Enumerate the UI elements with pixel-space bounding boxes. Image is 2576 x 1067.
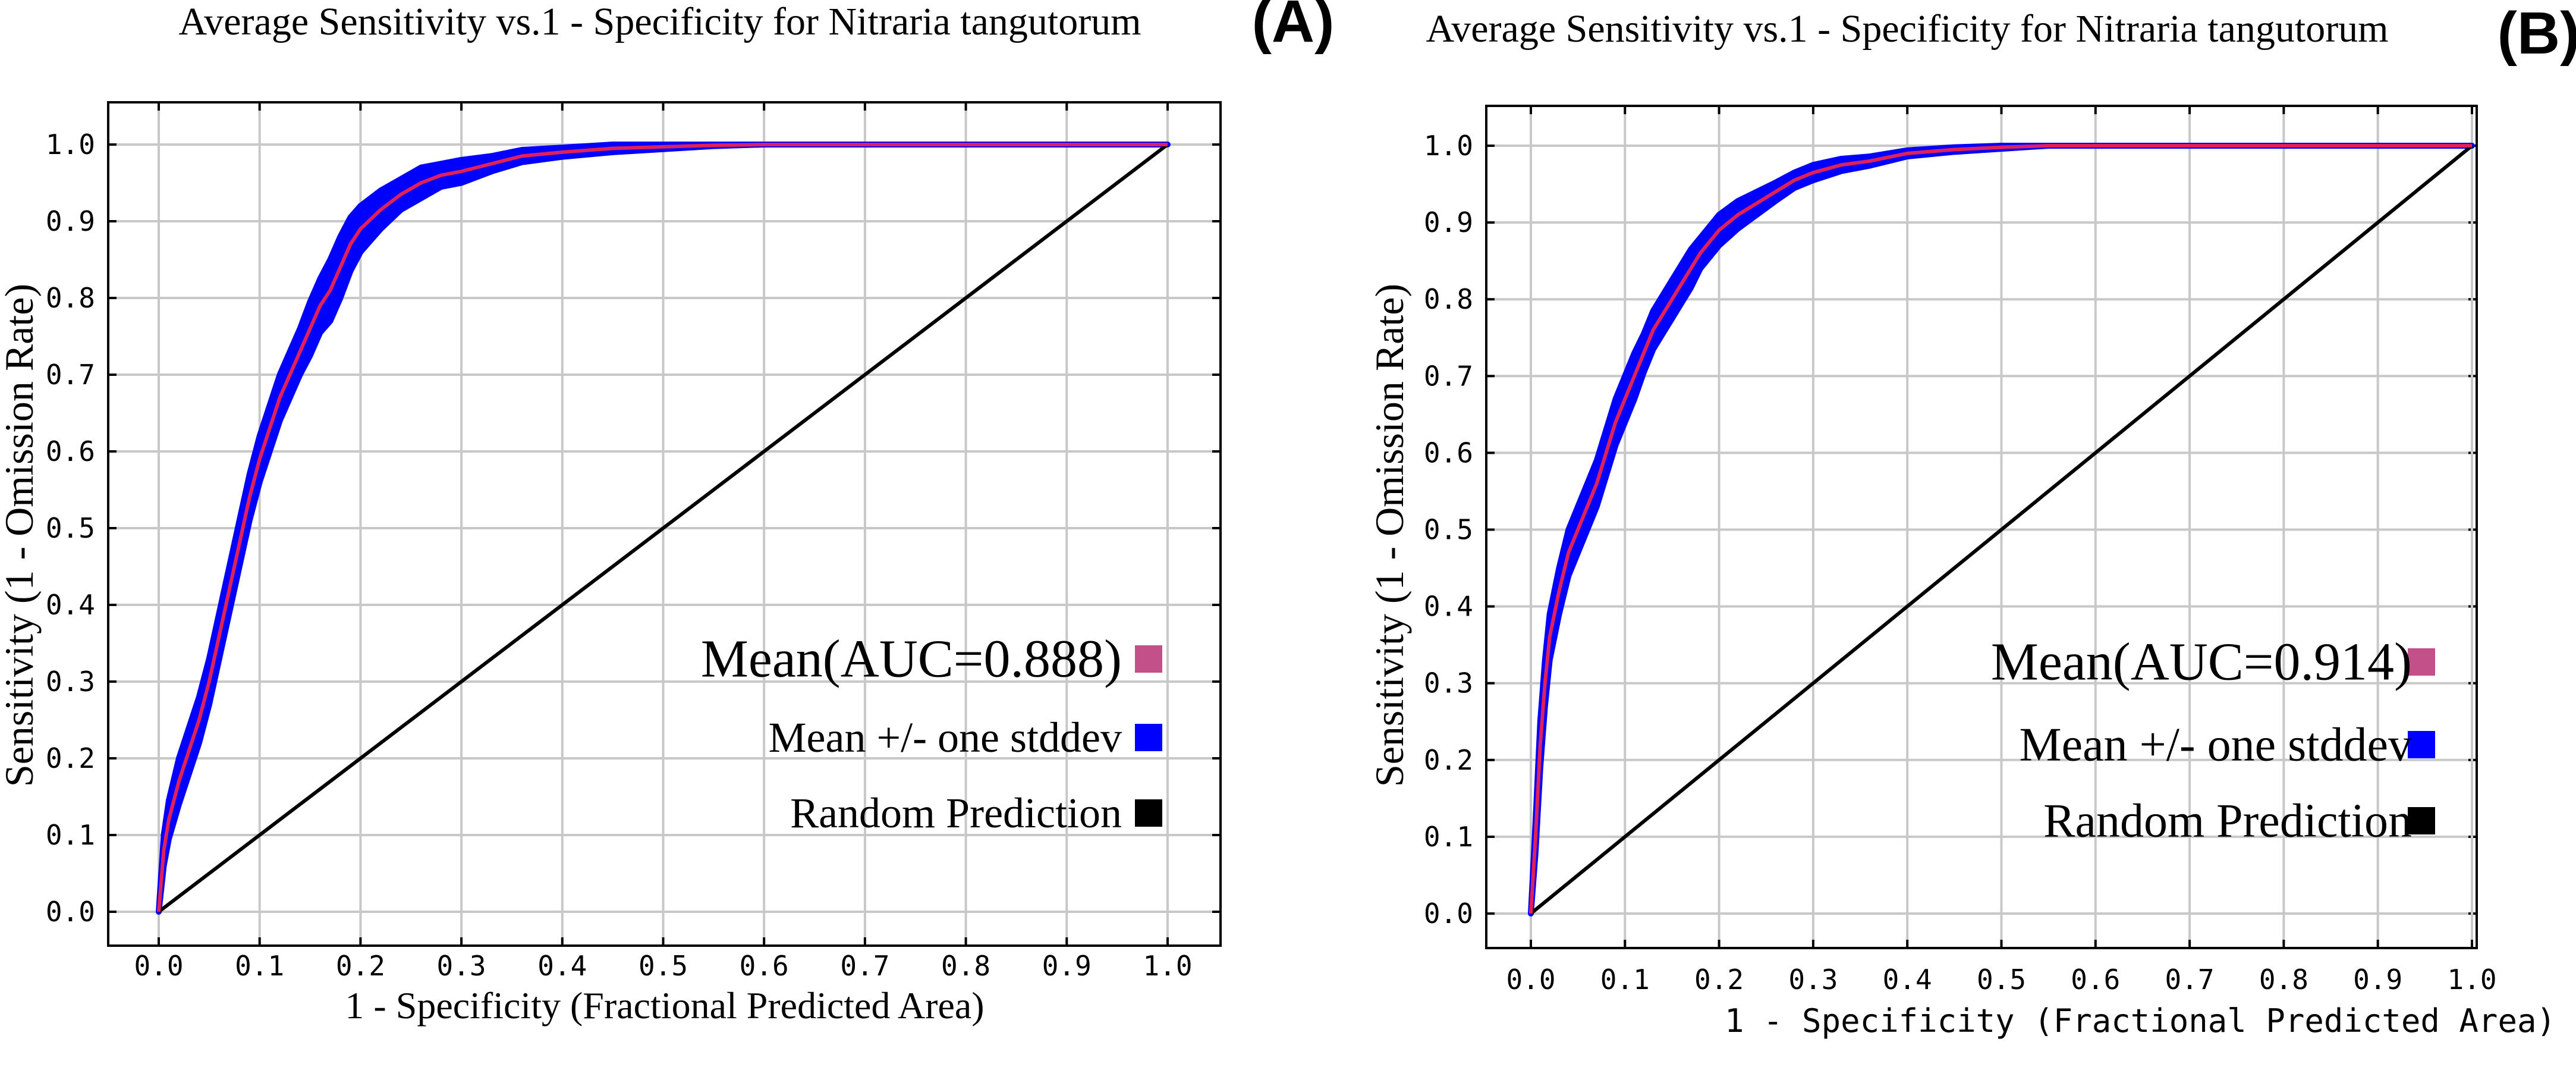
x-tick-label: 1.0 bbox=[2447, 964, 2496, 996]
y-tick-label: 0.7 bbox=[1424, 360, 1473, 392]
x-tick-label: 0.6 bbox=[740, 950, 789, 982]
x-tick-label: 0.7 bbox=[840, 950, 889, 982]
panel-label: (A) bbox=[1252, 0, 1335, 55]
chart-title: Average Sensitivity vs.1 - Specificity f… bbox=[178, 0, 1141, 43]
legend-swatch bbox=[1135, 645, 1162, 673]
x-tick-label: 0.8 bbox=[2259, 964, 2308, 996]
x-tick-label: 0.5 bbox=[1977, 964, 2026, 996]
y-tick-label: 0.7 bbox=[46, 359, 95, 391]
x-tick-label: 0.5 bbox=[639, 950, 688, 982]
y-tick-label: 0.6 bbox=[1424, 437, 1473, 469]
y-tick-label: 0.9 bbox=[1424, 206, 1473, 238]
x-tick-label: 0.2 bbox=[336, 950, 385, 982]
legend-label: Mean +/- one stddev bbox=[2019, 718, 2412, 771]
y-tick-label: 0.0 bbox=[1424, 897, 1473, 930]
x-tick-label: 0.1 bbox=[1600, 964, 1650, 996]
x-axis-label: 1 - Specificity (Fractional Predicted Ar… bbox=[345, 984, 984, 1027]
legend-label: Random Prediction bbox=[790, 789, 1122, 837]
plot-frame bbox=[1485, 105, 2478, 949]
y-tick-label: 0.6 bbox=[46, 435, 95, 467]
x-tick-label: 0.4 bbox=[537, 950, 587, 982]
y-tick-label: 0.2 bbox=[46, 742, 95, 774]
y-tick-label: 0.8 bbox=[1424, 283, 1473, 315]
y-axis-label: Sensitivity (1 - Omission Rate) bbox=[0, 284, 42, 787]
x-tick-label: 0.4 bbox=[1883, 964, 1932, 996]
y-tick-label: 1.0 bbox=[1424, 130, 1473, 162]
legend-swatch bbox=[2408, 648, 2435, 676]
x-axis-label: 1 - Specificity (Fractional Predicted Ar… bbox=[1725, 1002, 2556, 1040]
legend-label: Mean(AUC=0.914) bbox=[1991, 633, 2412, 692]
y-tick-label: 0.4 bbox=[1424, 591, 1473, 623]
legend-swatch bbox=[2408, 731, 2435, 758]
legend-label: Random Prediction bbox=[2043, 795, 2412, 847]
legend-label: Mean +/- one stddev bbox=[769, 714, 1122, 761]
legend-swatch bbox=[2408, 807, 2435, 834]
panel-label: (B) bbox=[2498, 0, 2576, 67]
x-tick-label: 0.1 bbox=[235, 950, 284, 982]
x-tick-label: 0.9 bbox=[1042, 950, 1092, 982]
y-tick-label: 0.3 bbox=[46, 666, 95, 698]
legend-swatch bbox=[1135, 799, 1162, 827]
x-tick-label: 0.8 bbox=[941, 950, 990, 982]
x-tick-label: 0.3 bbox=[437, 950, 486, 982]
x-tick-label: 0.0 bbox=[1506, 964, 1555, 996]
y-tick-label: 0.8 bbox=[46, 282, 95, 314]
chart-panel-b: Average Sensitivity vs.1 - Specificity f… bbox=[1367, 0, 2576, 1040]
x-tick-label: 0.9 bbox=[2353, 964, 2402, 996]
legend-swatch bbox=[1135, 724, 1162, 751]
y-tick-label: 1.0 bbox=[46, 128, 95, 161]
chart-panel-a: Average Sensitivity vs.1 - Specificity f… bbox=[0, 0, 1334, 1027]
mean-roc-line bbox=[157, 143, 1168, 912]
x-tick-label: 1.0 bbox=[1143, 950, 1192, 982]
x-tick-label: 0.2 bbox=[1694, 964, 1744, 996]
legend-label: Mean(AUC=0.888) bbox=[701, 630, 1122, 689]
y-tick-label: 0.0 bbox=[46, 896, 95, 928]
y-axis-label: Sensitivity (1 - Omission Rate) bbox=[1367, 284, 1412, 787]
y-tick-label: 0.9 bbox=[46, 205, 95, 237]
y-tick-label: 0.5 bbox=[46, 512, 95, 544]
x-tick-label: 0.0 bbox=[134, 950, 183, 982]
random-prediction-line bbox=[1530, 144, 2473, 915]
y-tick-label: 0.5 bbox=[1424, 514, 1473, 546]
chart-title: Average Sensitivity vs.1 - Specificity f… bbox=[1426, 7, 2388, 51]
y-tick-label: 0.3 bbox=[1424, 667, 1473, 699]
random-prediction-line bbox=[158, 143, 1169, 914]
x-tick-label: 0.3 bbox=[1788, 964, 1838, 996]
y-tick-label: 0.1 bbox=[1424, 821, 1473, 853]
x-tick-label: 0.6 bbox=[2071, 964, 2120, 996]
x-tick-label: 0.7 bbox=[2165, 964, 2215, 996]
y-tick-label: 0.4 bbox=[46, 589, 95, 621]
y-tick-label: 0.2 bbox=[1424, 744, 1473, 776]
y-tick-label: 0.1 bbox=[46, 819, 95, 851]
mean-roc-line bbox=[1529, 144, 2472, 914]
